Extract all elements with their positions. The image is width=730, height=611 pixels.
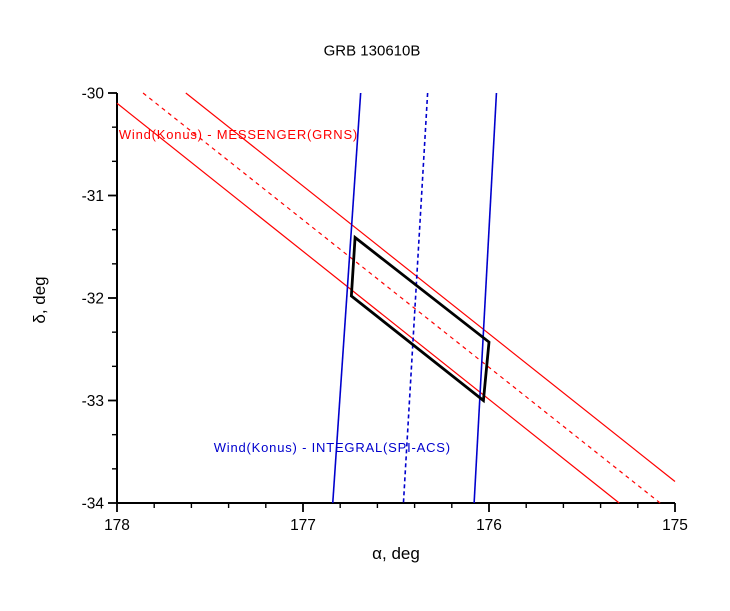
y-tick-label: -30 [82, 86, 105, 103]
x-tick-label: 175 [662, 517, 688, 534]
series-konus-integral-annulus-edge-right [473, 92, 498, 504]
intersection-region [349, 234, 491, 404]
x-tick-label: 178 [104, 517, 130, 534]
x-tick-label: 177 [290, 517, 316, 534]
y-tick-label: -31 [82, 188, 104, 205]
series-konus-messenger-annulus-centerline [142, 92, 661, 504]
series-konus-integral-annulus-edge-left [331, 92, 362, 504]
y-tick-label: -34 [82, 496, 105, 513]
y-tick-label: -33 [82, 393, 104, 410]
y-tick-label: -32 [82, 291, 104, 308]
series-konus-messenger-annulus-edge-lower [185, 92, 676, 482]
series-konus-integral-annulus-centerline [402, 92, 429, 504]
series-konus-messenger-annulus-edge-upper [116, 102, 620, 504]
konus-messenger-label: Wind(Konus) - MESSENGER(GRNS) [119, 127, 358, 142]
y-axis-label: δ, deg [30, 276, 49, 324]
x-axis-label: α, deg [372, 544, 420, 563]
chart-title: GRB 130610B [323, 42, 421, 60]
konus-integral-label: Wind(Konus) - INTEGRAL(SPI-ACS) [214, 440, 451, 455]
x-tick-label: 176 [476, 517, 502, 534]
